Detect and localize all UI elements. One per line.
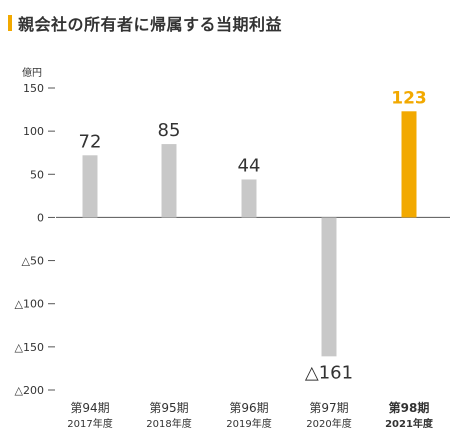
x-category-label: 第97期 [309,401,348,415]
y-tick-label: △150 [15,341,44,354]
y-tick-label: 50 [30,168,44,181]
x-year-label: 2019年度 [226,417,271,430]
x-year-label: 2020年度 [306,417,351,430]
data-label: 44 [238,155,261,176]
x-category-label: 第95期 [149,401,188,415]
bar [241,179,257,218]
data-label: △161 [305,362,353,383]
bar [401,111,417,218]
bar [82,155,98,218]
y-tick-label: △50 [22,255,44,268]
y-tick-label: 150 [23,82,44,95]
bar [161,144,177,218]
chart-title-wrap: 親会社の所有者に帰属する当期利益 [8,12,282,34]
title-accent-bar [8,15,12,31]
y-tick-label: △100 [15,298,44,311]
x-category-label: 第98期 [389,400,430,415]
x-category-label: 第94期 [70,401,109,415]
data-label: 123 [391,88,427,108]
chart-title: 親会社の所有者に帰属する当期利益 [18,15,283,34]
y-tick-label: 100 [23,125,44,138]
data-label: 85 [158,120,181,141]
y-axis-unit: 億円 [22,66,42,79]
x-category-label: 第96期 [229,401,268,415]
data-label: 72 [79,131,102,152]
y-tick-label: △200 [15,384,44,397]
y-tick-label: 0 [37,211,44,224]
bar [321,217,337,357]
x-year-label: 2017年度 [67,417,112,430]
x-year-label: 2021年度 [385,417,434,430]
x-year-label: 2018年度 [146,417,191,430]
